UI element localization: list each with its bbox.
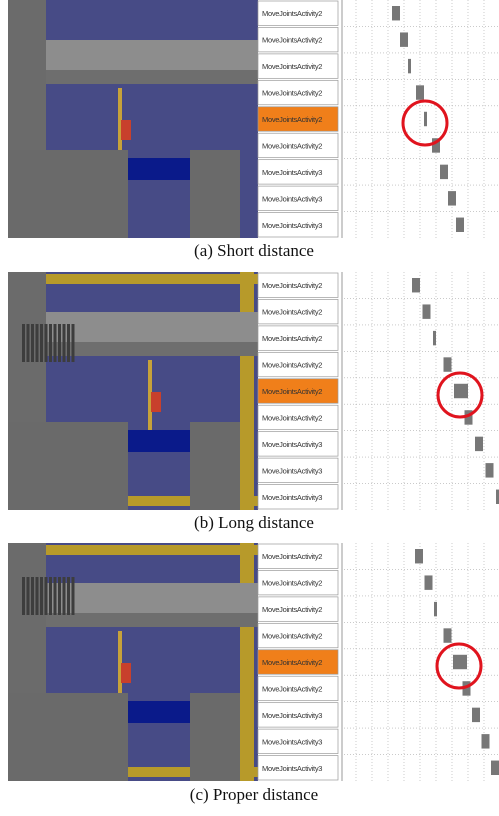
cylinder-shade [46, 613, 258, 627]
thread [31, 577, 34, 615]
gantt-block [448, 191, 456, 205]
gantt-block [454, 384, 468, 398]
thread [27, 324, 30, 362]
gantt-block [440, 165, 448, 179]
thread [22, 324, 25, 362]
thread [31, 324, 34, 362]
row-label: MoveJointsActivity2 [262, 361, 322, 370]
thread [49, 324, 52, 362]
row-label: MoveJointsActivity2 [262, 36, 322, 45]
row-label: MoveJointsActivity3 [262, 168, 322, 177]
gantt-block [456, 218, 464, 232]
row-label: MoveJointsActivity2 [262, 684, 322, 693]
row-label: MoveJointsActivity2 [262, 579, 322, 588]
gantt-block [491, 761, 499, 775]
figure: MoveJointsActivity2 MoveJointsActivity2 Mo… [0, 0, 499, 816]
page: {"panels": [ {"caption": "(a) Short dist… [0, 0, 499, 816]
row-label: MoveJointsActivity3 [262, 440, 322, 449]
gantt-block [408, 59, 411, 73]
row-label: MoveJointsActivity3 [262, 764, 322, 773]
base-right [190, 422, 240, 510]
gantt-block [486, 463, 494, 477]
gantt-block [433, 331, 436, 345]
base-right [190, 150, 240, 238]
thread [63, 324, 66, 362]
row-label: MoveJointsActivity2 [262, 552, 322, 561]
gripper [121, 120, 131, 140]
row-label: MoveJointsActivity3 [262, 711, 322, 720]
row-label: MoveJointsActivity2 [262, 141, 322, 150]
row-label: MoveJointsActivity2 [262, 658, 322, 667]
row-label: MoveJointsActivity3 [262, 737, 322, 746]
gantt-block [412, 278, 420, 292]
thread [36, 577, 39, 615]
row-label: MoveJointsActivity3 [262, 194, 322, 203]
thread [49, 577, 52, 615]
thread [40, 577, 43, 615]
thread [45, 324, 48, 362]
row-label: MoveJointsActivity3 [262, 221, 322, 230]
panel: MoveJointsActivity2 MoveJointsActivity2 Mo… [8, 543, 499, 804]
gantt-block [475, 437, 483, 451]
thread [22, 577, 25, 615]
gantt-block [434, 602, 437, 616]
gripper [121, 663, 131, 683]
cylinder-shade [46, 342, 258, 356]
thread [40, 324, 43, 362]
gantt-block [424, 112, 427, 126]
row-label: MoveJointsActivity2 [262, 387, 322, 396]
gantt-block [400, 32, 408, 46]
gantt-block [482, 734, 490, 748]
gantt-block [392, 6, 400, 20]
row-label: MoveJointsActivity2 [262, 334, 322, 343]
row-label: MoveJointsActivity3 [262, 493, 322, 502]
row-label: MoveJointsActivity2 [262, 89, 322, 98]
frame-right [240, 272, 254, 510]
thread [27, 577, 30, 615]
gantt-block [472, 708, 480, 722]
caption: (b) Long distance [194, 513, 314, 532]
thread [58, 324, 61, 362]
thread [54, 577, 57, 615]
panel: MoveJointsActivity2 MoveJointsActivity2 Mo… [8, 272, 499, 532]
thread [36, 324, 39, 362]
row-label: MoveJointsActivity2 [262, 115, 322, 124]
blue-bar [128, 701, 190, 723]
thread [58, 577, 61, 615]
gantt-block [415, 549, 423, 563]
base-left [8, 693, 128, 781]
row-label: MoveJointsActivity2 [262, 281, 322, 290]
gantt-block [425, 575, 433, 589]
row-label: MoveJointsActivity2 [262, 308, 322, 317]
thread [63, 577, 66, 615]
base-right [190, 693, 240, 781]
thread [54, 324, 57, 362]
blue-bar [128, 430, 190, 452]
gantt-block [444, 357, 452, 371]
cylinder-shade [46, 70, 258, 84]
base-left [8, 422, 128, 510]
gantt-block [444, 628, 452, 642]
thread [45, 577, 48, 615]
caption: (c) Proper distance [190, 785, 318, 804]
thread [72, 577, 75, 615]
blue-bar [128, 158, 190, 180]
row-label: MoveJointsActivity2 [262, 413, 322, 422]
thread [72, 324, 75, 362]
caption: (a) Short distance [194, 241, 314, 260]
row-label: MoveJointsActivity2 [262, 605, 322, 614]
row-label: MoveJointsActivity2 [262, 632, 322, 641]
row-label: MoveJointsActivity2 [262, 9, 322, 18]
frame-right [240, 543, 254, 781]
gripper [151, 392, 161, 412]
panel: MoveJointsActivity2 MoveJointsActivity2 Mo… [8, 0, 499, 260]
base-left [8, 150, 128, 238]
gantt-block [423, 304, 431, 318]
thread [67, 324, 70, 362]
gantt-block [453, 655, 467, 669]
row-label: MoveJointsActivity2 [262, 62, 322, 71]
row-label: MoveJointsActivity3 [262, 466, 322, 475]
gantt-block [416, 85, 424, 99]
thread [67, 577, 70, 615]
